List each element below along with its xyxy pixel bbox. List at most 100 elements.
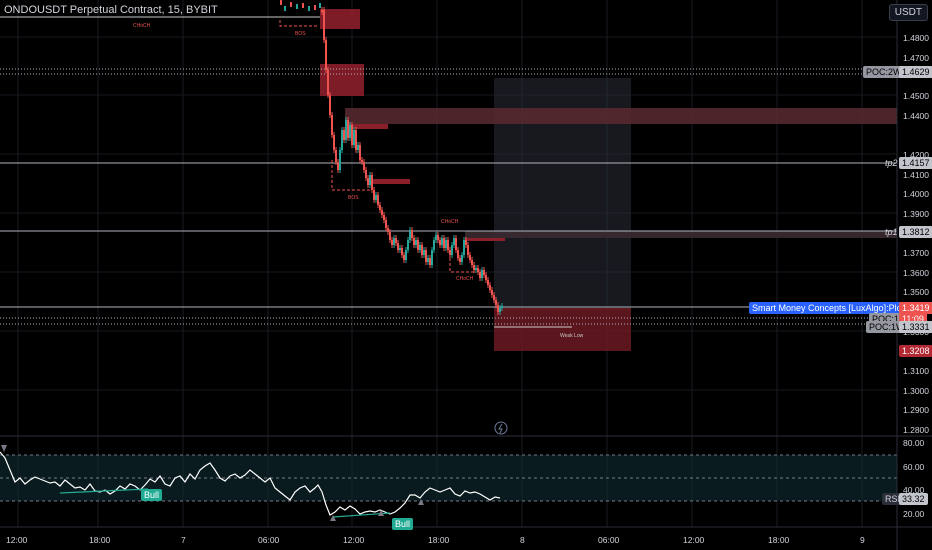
candle — [314, 5, 316, 10]
candle — [483, 270, 485, 275]
candle — [308, 6, 310, 11]
candle — [411, 230, 413, 238]
candle — [387, 228, 389, 232]
candle — [477, 268, 479, 272]
candle — [407, 240, 409, 250]
poc-1w-label: POC:1W — [866, 321, 908, 333]
candle — [365, 170, 367, 178]
candle — [479, 272, 481, 278]
candle — [465, 240, 467, 245]
rsi-axis[interactable]: 80.00 60.00 40.00 20.00 — [899, 436, 932, 527]
candle — [357, 145, 359, 150]
candle — [487, 280, 489, 285]
candle — [373, 190, 375, 200]
candle — [341, 130, 343, 150]
candle — [331, 115, 333, 135]
time-tick: 18:00 — [428, 535, 450, 545]
time-tick: 18:00 — [89, 535, 111, 545]
candle — [435, 235, 437, 240]
candle — [403, 255, 405, 260]
time-tick: 12:00 — [343, 535, 365, 545]
price-tick: 1.4700 — [903, 53, 929, 63]
bull-label: Bull — [392, 518, 414, 530]
candle — [280, 0, 282, 5]
candle — [499, 308, 501, 312]
candle — [319, 3, 321, 8]
candle — [389, 232, 391, 240]
choch-label: CHoCH — [441, 219, 459, 225]
candle — [413, 238, 415, 245]
candle — [290, 2, 292, 7]
candle — [409, 230, 411, 240]
bos-label: BOS — [295, 31, 306, 37]
price-tick: 1.4500 — [903, 91, 929, 101]
price-tick: 1.2900 — [903, 405, 929, 415]
candle — [431, 250, 433, 265]
candle — [475, 268, 477, 270]
candle — [351, 125, 353, 145]
candle — [377, 195, 379, 205]
candle — [461, 255, 463, 262]
choch-label: CHoCH — [456, 276, 474, 282]
candle — [405, 250, 407, 260]
time-axis[interactable]: 12:00 18:00 7 06:00 12:00 18:00 8 06:00 … — [0, 535, 897, 550]
bull-label: Bull — [141, 489, 163, 501]
candle — [302, 3, 304, 8]
candle — [501, 306, 503, 308]
candle — [425, 250, 427, 262]
candle — [399, 248, 401, 250]
time-tick: 9 — [860, 535, 865, 545]
price-tick: 1.3000 — [903, 386, 929, 396]
stop-loss-value: 1.3208 — [899, 345, 932, 357]
time-tick: 8 — [520, 535, 525, 545]
bos-label: BOS — [348, 195, 359, 201]
smc-label: Smart Money Concepts [LuxAlgo]:PlotCandl… — [749, 302, 932, 314]
price-tick: 1.4400 — [903, 111, 929, 121]
price-tick: 1.3500 — [903, 287, 929, 297]
candle — [359, 145, 361, 160]
time-tick: 12:00 — [6, 535, 28, 545]
candle — [437, 235, 439, 240]
candle — [457, 250, 459, 258]
time-tick: 18:00 — [768, 535, 790, 545]
candle — [343, 130, 345, 140]
rsi-label: RSI — [882, 493, 904, 505]
candle — [471, 260, 473, 265]
candle — [419, 245, 421, 250]
time-tick: 06:00 — [258, 535, 280, 545]
smc-value: 1.3419 — [899, 302, 932, 314]
candle — [421, 245, 423, 255]
candle — [339, 150, 341, 170]
rsi-tick: 60.00 — [903, 462, 925, 472]
currency-button[interactable]: USDT — [888, 4, 928, 21]
price-tick: 1.3600 — [903, 268, 929, 278]
candle — [391, 240, 393, 245]
candle — [381, 210, 383, 215]
candle — [385, 220, 387, 228]
price-tick: 1.2800 — [903, 425, 929, 435]
candle — [455, 238, 457, 250]
symbol-title[interactable]: ONDOUSDT Perpetual Contract, 15, BYBIT — [4, 4, 218, 16]
lightning-icon[interactable] — [494, 421, 508, 435]
candle — [439, 240, 441, 245]
candle — [427, 258, 429, 262]
candle — [481, 270, 483, 278]
candle — [397, 243, 399, 250]
candle — [375, 195, 377, 200]
candle — [463, 240, 465, 255]
time-tick: 06:00 — [598, 535, 620, 545]
candle — [469, 255, 471, 260]
candle — [323, 10, 325, 40]
candle — [355, 130, 357, 150]
price-tick: 1.4200 — [903, 150, 929, 160]
tp1-value: 1.3812 — [899, 226, 932, 238]
candle — [453, 238, 455, 245]
tp2-label: tp2 — [885, 158, 898, 168]
price-tick: 1.4800 — [903, 33, 929, 43]
time-tick: 12:00 — [683, 535, 705, 545]
rsi-value: 33.32 — [899, 493, 928, 505]
candle — [321, 10, 323, 12]
candle — [363, 162, 365, 170]
candle — [443, 238, 445, 248]
